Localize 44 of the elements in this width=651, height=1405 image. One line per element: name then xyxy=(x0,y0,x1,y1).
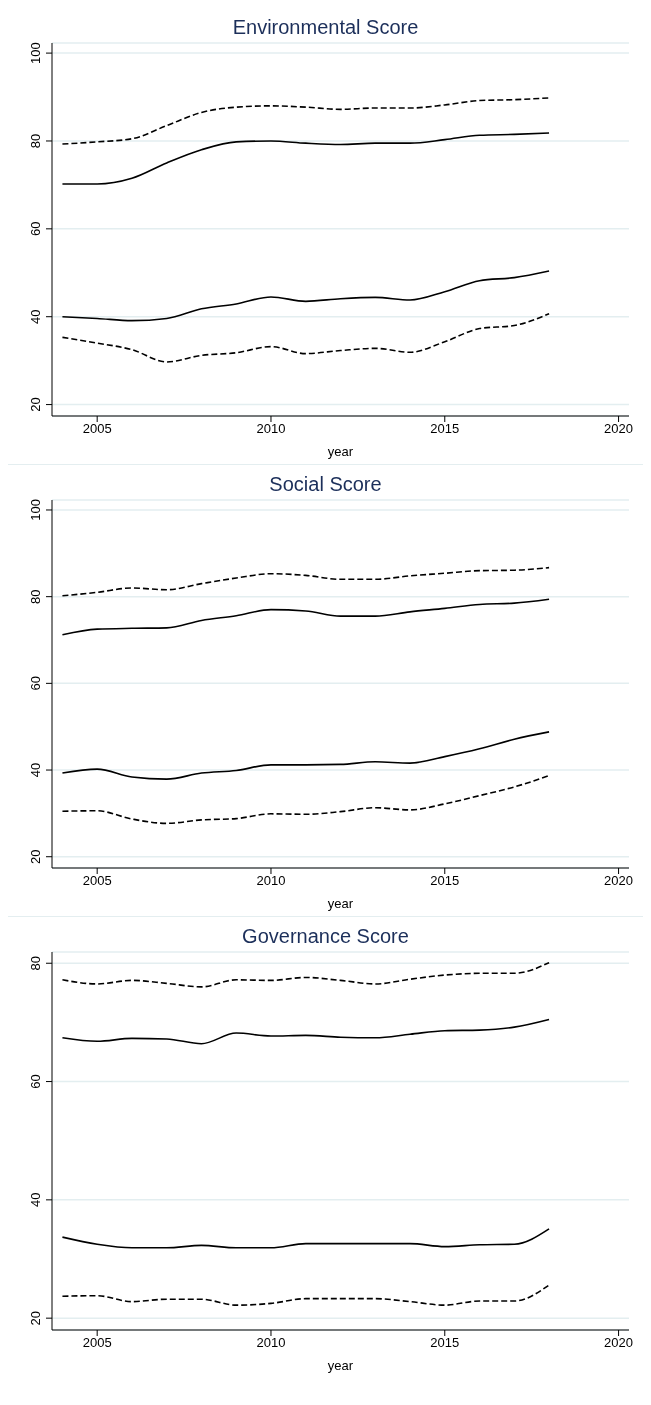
y-tick-label: 80 xyxy=(28,133,43,149)
line-series xyxy=(61,731,550,780)
line-series xyxy=(61,566,550,597)
y-tick-label: 60 xyxy=(28,1074,43,1089)
line-series xyxy=(61,1228,550,1249)
line-series xyxy=(61,1018,550,1045)
x-tick-label: 2005 xyxy=(82,873,112,889)
line-series xyxy=(61,961,550,988)
y-tick-label: 40 xyxy=(28,1192,43,1208)
y-tick-label: 40 xyxy=(28,762,43,778)
line-series xyxy=(61,132,550,185)
y-tick-label: 60 xyxy=(28,676,43,691)
y-tick-label: 80 xyxy=(28,589,43,604)
line-series xyxy=(61,270,550,322)
x-tick-label: 2020 xyxy=(604,1335,634,1351)
line-series xyxy=(61,598,550,636)
line-series xyxy=(61,312,550,363)
chart-title: Environmental Score xyxy=(231,15,420,39)
y-tick-label: 20 xyxy=(28,849,43,864)
y-tick-label: 20 xyxy=(28,397,43,412)
x-tick-label: 2015 xyxy=(430,421,460,437)
x-tick-label: 2005 xyxy=(82,421,112,437)
y-tick-label: 20 xyxy=(28,1310,43,1326)
x-tick-label: 2015 xyxy=(430,1335,460,1351)
y-tick-label: 100 xyxy=(28,499,43,521)
line-series xyxy=(61,97,550,145)
y-tick-label: 80 xyxy=(28,956,43,971)
chart-title: Governance Score xyxy=(241,924,410,948)
x-tick-label: 2010 xyxy=(256,873,286,889)
x-tick-label: 2020 xyxy=(604,421,634,437)
y-tick-label: 100 xyxy=(28,42,43,64)
x-tick-label: 2010 xyxy=(256,1335,286,1351)
line-series xyxy=(61,774,550,825)
y-tick-label: 40 xyxy=(28,309,43,324)
x-tick-label: 2010 xyxy=(256,421,286,437)
x-axis-title: year xyxy=(327,1358,354,1373)
chart-title: Social Score xyxy=(268,472,383,496)
x-tick-label: 2005 xyxy=(82,1335,112,1351)
x-axis-title: year xyxy=(327,444,354,459)
x-tick-label: 2020 xyxy=(604,873,634,889)
line-series xyxy=(61,1284,550,1306)
y-tick-label: 60 xyxy=(28,221,43,237)
x-tick-label: 2015 xyxy=(430,873,460,889)
x-axis-title: year xyxy=(327,896,354,911)
